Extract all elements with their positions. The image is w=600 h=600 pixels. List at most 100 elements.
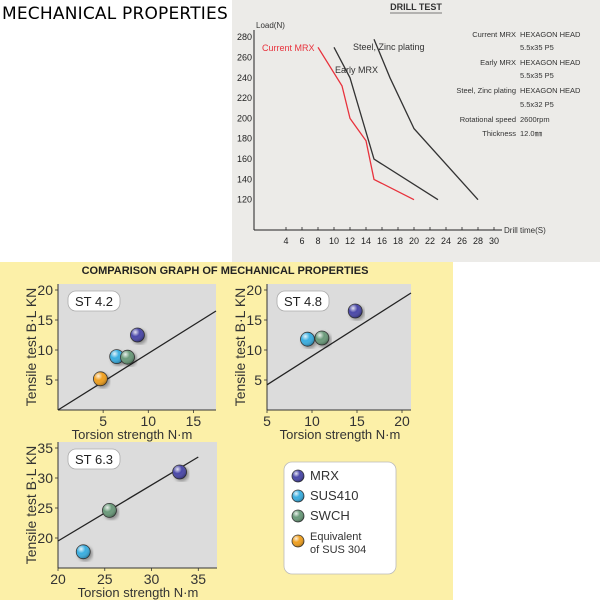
scatter-point xyxy=(300,331,315,347)
legend-label: SUS410 xyxy=(310,488,358,503)
legend-label: SWCH xyxy=(310,508,350,523)
spec-sub: 5.5x32 P5 xyxy=(520,100,554,109)
x-tick-label: 10 xyxy=(329,236,339,246)
legend-swatch xyxy=(291,509,305,523)
x-tick-label: 15 xyxy=(186,413,202,429)
x-tick-label: 24 xyxy=(441,236,451,246)
y-tick-label: 35 xyxy=(37,440,53,456)
x-tick-label: 12 xyxy=(345,236,355,246)
drill-test-chart: DRILL TEST Load(N) Drill time(S) 280 260 240 2… xyxy=(237,2,581,246)
spec-label: Current MRX xyxy=(472,30,516,39)
legend-swatch xyxy=(291,534,305,548)
y-tick-label: 10 xyxy=(37,342,53,358)
panel-label-box xyxy=(276,290,330,312)
x-tick-label: 35 xyxy=(191,571,207,587)
spec-value: HEXAGON HEAD xyxy=(520,58,581,67)
y-tick-label: 200 xyxy=(237,113,252,123)
y-tick-label: 15 xyxy=(246,312,262,328)
y-tick-label: 25 xyxy=(37,500,53,516)
scatter-point xyxy=(130,327,145,343)
series-line xyxy=(333,46,439,201)
y-tick-label: 120 xyxy=(237,195,252,205)
x-axis-label: Torsion strength N·m xyxy=(72,427,193,442)
y-tick-label: 240 xyxy=(237,73,252,83)
spec-value: 12.0㎜ xyxy=(520,129,543,138)
spec-sub: 5.5x35 P5 xyxy=(520,71,554,80)
x-tick-label: 14 xyxy=(361,236,371,246)
scatter-point xyxy=(347,303,363,319)
x-tick-label: 22 xyxy=(425,236,435,246)
y-tick-label: 5 xyxy=(45,372,53,388)
series-label: Early MRX xyxy=(335,65,378,75)
x-tick-label: 20 xyxy=(50,571,66,587)
x-tick-label: 20 xyxy=(409,236,419,246)
series-label: Current MRX xyxy=(262,43,315,53)
y-tick-label: 20 xyxy=(37,282,53,298)
spec-value: 2600rpm xyxy=(520,115,550,124)
x-tick-label: 10 xyxy=(304,413,320,429)
x-tick-label: 18 xyxy=(393,236,403,246)
x-tick-label: 8 xyxy=(315,236,320,246)
y-tick-label: 220 xyxy=(237,93,252,103)
y-tick-label: 10 xyxy=(246,342,262,358)
x-tick-label: 16 xyxy=(377,236,387,246)
page-title: MECHANICAL PROPERTIES xyxy=(2,4,228,24)
x-tick-label: 15 xyxy=(349,413,365,429)
y-tick-label: 180 xyxy=(237,134,252,144)
series-line xyxy=(373,38,479,201)
drill-test-panel: DRILL TEST Load(N) Drill time(S) 280 260 240 2… xyxy=(232,0,600,262)
legend: MRX SUS410 SWCH Equivalent of SUS 304 xyxy=(283,461,397,575)
panel-label: ST 4.8 xyxy=(284,294,322,309)
spec-value: HEXAGON HEAD xyxy=(520,86,581,95)
x-tick-label: 5 xyxy=(263,413,271,429)
scatter-point xyxy=(102,502,117,518)
spec-value: HEXAGON HEAD xyxy=(520,30,581,39)
spec-sub: 5.5x35 P5 xyxy=(520,43,554,52)
comparison-panel: COMPARISON GRAPH OF MECHANICAL PROPERTIE… xyxy=(0,262,453,600)
spec-label: Steel, Zinc plating xyxy=(456,86,516,95)
x-tick-label: 4 xyxy=(283,236,288,246)
y-tick-label: 160 xyxy=(237,154,252,164)
legend-label: Equivalent of SUS 304 xyxy=(310,531,366,556)
x-tick-label: 30 xyxy=(144,571,160,587)
scatter-point xyxy=(120,349,135,365)
scatter-point xyxy=(93,371,108,387)
comparison-title: COMPARISON GRAPH OF MECHANICAL PROPERTIE… xyxy=(82,265,369,277)
panel-label: ST 6.3 xyxy=(75,452,113,467)
panel-label: ST 4.2 xyxy=(75,294,113,309)
x-tick-label: 30 xyxy=(489,236,499,246)
scatter-point xyxy=(172,464,187,480)
scatter-point xyxy=(75,544,91,560)
y-tick-label: 15 xyxy=(37,312,53,328)
spec-label: Thickness xyxy=(482,129,516,138)
x-tick-label: 26 xyxy=(457,236,467,246)
legend-box xyxy=(283,461,397,575)
trend-line xyxy=(266,292,412,386)
x-tick-label: 28 xyxy=(473,236,483,246)
y-tick-label: 280 xyxy=(237,32,252,42)
series-label: Steel, Zinc plating xyxy=(353,42,425,52)
y-tick-label: 5 xyxy=(254,372,262,388)
x-tick-label: 20 xyxy=(394,413,410,429)
x-tick-label: 25 xyxy=(97,571,113,587)
legend-swatch xyxy=(291,489,305,503)
spec-label: Early MRX xyxy=(480,58,516,67)
comparison-chart: COMPARISON GRAPH OF MECHANICAL PROPERTIE… xyxy=(23,265,412,600)
y-tick-label: 20 xyxy=(246,282,262,298)
x-tick-label: 5 xyxy=(99,413,107,429)
x-tick-label: 10 xyxy=(140,413,156,429)
spec-label: Rotational speed xyxy=(460,115,516,124)
y-axis-label: Tensile test B·L KN xyxy=(23,288,39,407)
y-tick-label: 140 xyxy=(237,174,252,184)
scatter-point xyxy=(314,330,330,346)
y-axis-label: Tensile test B·L KN xyxy=(23,446,39,565)
legend-swatch xyxy=(291,469,305,483)
y-axis-label: Tensile test B·L KN xyxy=(232,288,248,407)
trend-line xyxy=(57,310,217,411)
y-tick-label: 30 xyxy=(37,470,53,486)
drill-chart-title: DRILL TEST xyxy=(390,2,442,12)
series-line xyxy=(317,46,415,201)
y-axis-label: Load(N) xyxy=(256,21,285,30)
